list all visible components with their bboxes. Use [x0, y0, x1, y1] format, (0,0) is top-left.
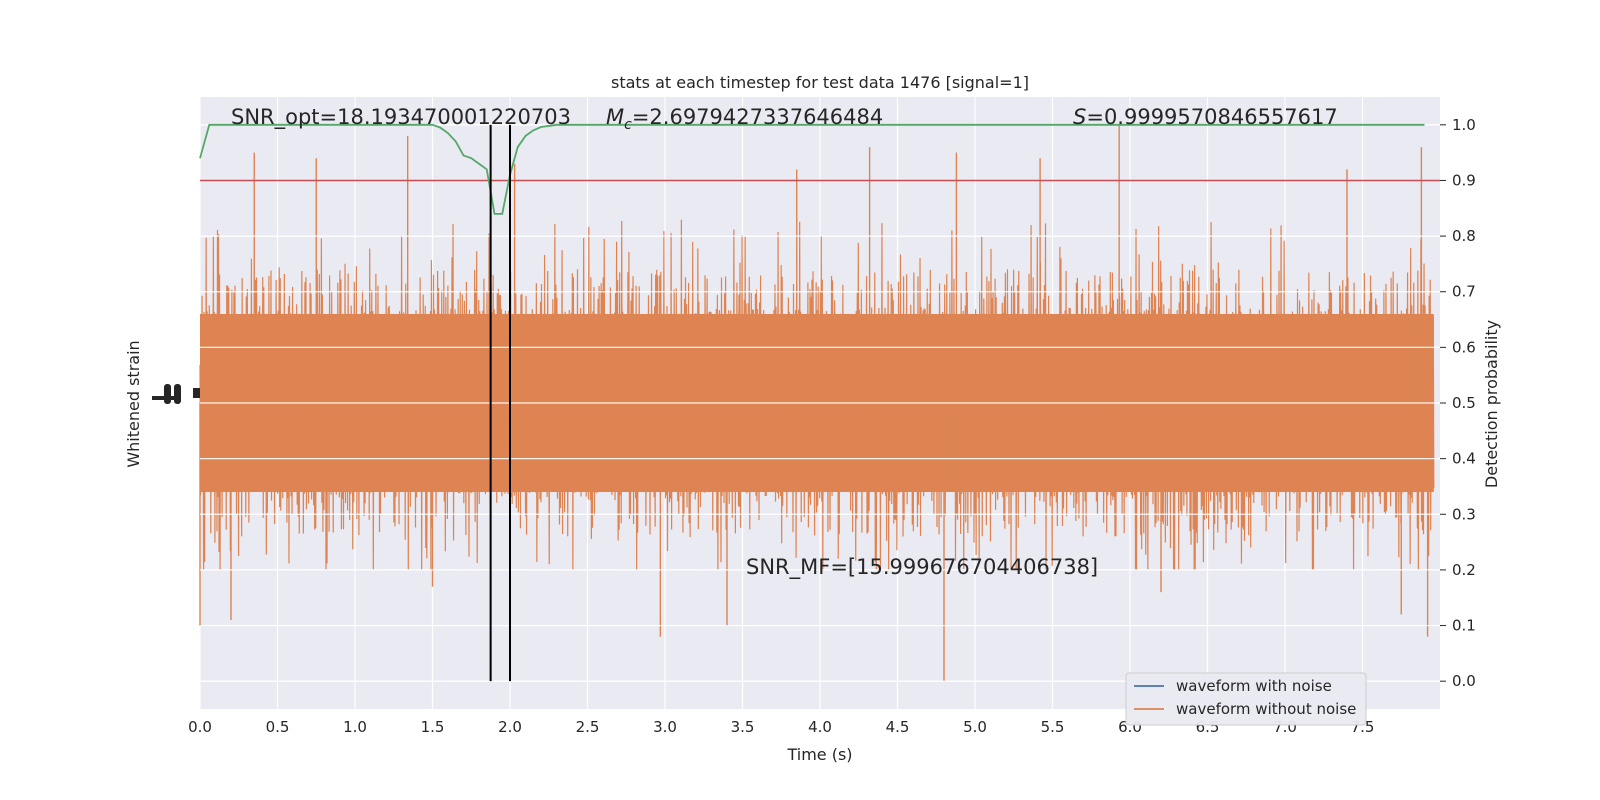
chart-title: stats at each timestep for test data 147…	[611, 73, 1029, 92]
x-tick-label: 4.0	[808, 718, 832, 736]
chirp-mass-symbol: M	[606, 105, 624, 129]
chirp-mass-annotation: Mc=2.6979427337646484	[606, 105, 883, 133]
x-tick-label: 5.0	[963, 718, 987, 736]
x-tick-label: 0.0	[188, 718, 212, 736]
y-tick-label-right: 0.5	[1452, 394, 1476, 412]
snr-mf-annotation: SNR_MF=[15.999676704406738]	[746, 555, 1098, 580]
detection-statistic-annotation: S=0.9999570846557617	[1073, 105, 1338, 129]
legend-label-without-noise: waveform without noise	[1176, 700, 1356, 718]
y-tick-label-right: 0.6	[1452, 338, 1476, 356]
event-marker-lines	[489, 124, 511, 682]
legend: waveform with noise waveform without noi…	[1125, 672, 1367, 726]
y-tick-label-right: 0.3	[1452, 505, 1476, 523]
y-tick-label-right: 0.4	[1452, 450, 1476, 468]
y-tick-label-right: 0.9	[1452, 171, 1476, 189]
x-tick-label: 1.0	[343, 718, 367, 736]
chirp-mass-subscript: c	[624, 117, 632, 133]
detection-probability-line	[199, 123, 1425, 215]
s-value: =0.9999570846557617	[1086, 105, 1337, 129]
y-axis-ticks-right: 0.0 0.1 0.2 0.3 0.4 0.5 0.6 0.7 0.8 0.9 1.0	[1440, 116, 1476, 690]
strain-series	[199, 124, 1440, 682]
x-axis-ticks: 0.0 0.5 1.0 1.5 2.0 2.5 3.0 3.5 4.0 4.5 5.0 5.5 6.0 6…	[188, 718, 1374, 736]
x-axis-label: Time (s)	[786, 745, 852, 764]
legend-box	[1125, 672, 1367, 726]
left-axis-tick-glyphs	[152, 384, 200, 404]
x-tick-label: 2.5	[576, 718, 600, 736]
x-tick-label: 2.0	[498, 718, 522, 736]
snr-opt-annotation: SNR_opt=18.193470001220703	[231, 105, 571, 130]
probability-series-group	[199, 123, 1425, 215]
x-tick-label: 3.5	[731, 718, 755, 736]
y-axis-label-right: Detection probability	[1482, 320, 1501, 488]
y-tick-label-right: 0.2	[1452, 561, 1476, 579]
chirp-mass-value: =2.6979427337646484	[632, 105, 883, 129]
x-tick-label: 3.0	[653, 718, 677, 736]
y-tick-label-right: 0.0	[1452, 672, 1476, 690]
x-tick-label: 0.5	[266, 718, 290, 736]
y-tick-label-right: 1.0	[1452, 116, 1476, 134]
y-tick-label-right: 0.8	[1452, 227, 1476, 245]
y-axis-label-left: Whitened strain	[124, 340, 143, 467]
y-tick-label-right: 0.7	[1452, 283, 1476, 301]
y-tick-label-right: 0.1	[1452, 617, 1476, 635]
x-tick-label: 1.5	[421, 718, 445, 736]
s-symbol: S	[1073, 105, 1086, 129]
x-tick-label: 5.5	[1041, 718, 1065, 736]
legend-label-with-noise: waveform with noise	[1176, 677, 1332, 695]
x-tick-label: 4.5	[886, 718, 910, 736]
